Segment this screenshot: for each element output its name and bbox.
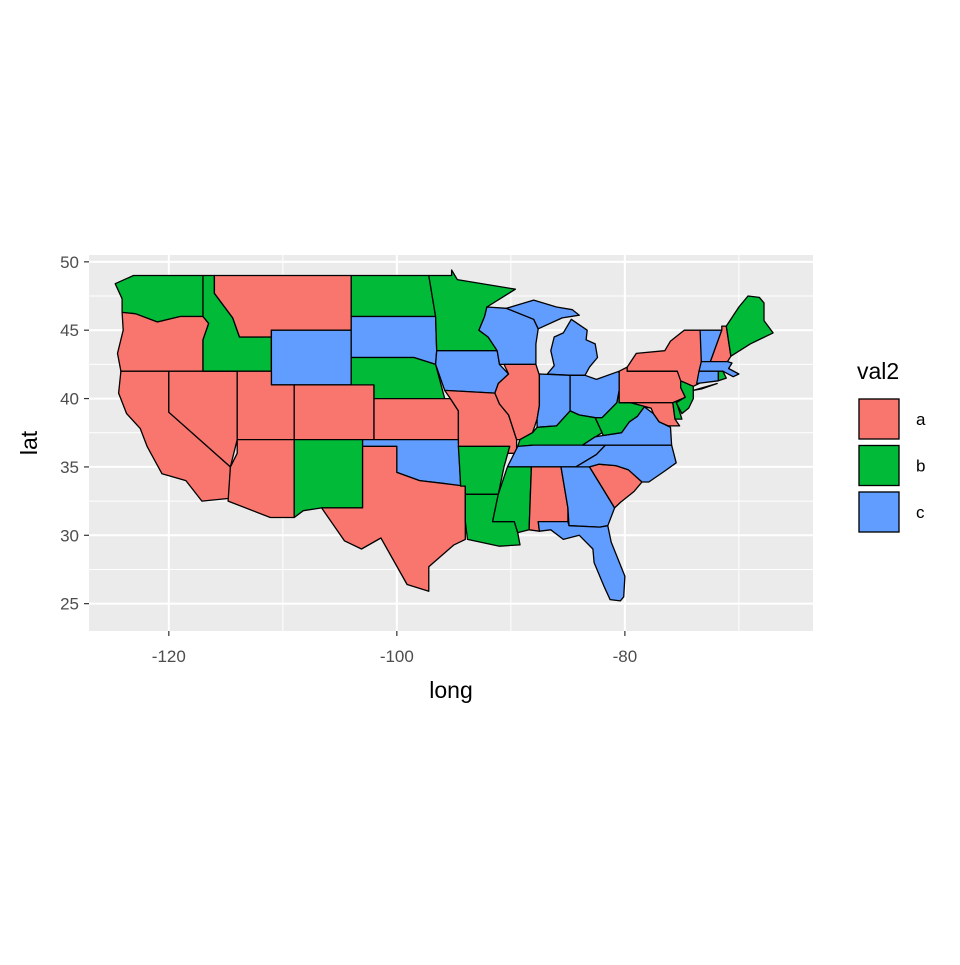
state-delaware [672,400,683,420]
legend: val2 a b c [857,358,926,533]
x-axis-title: long [429,677,472,703]
legend-key-b [858,444,900,487]
state-michigan-lower [546,318,599,376]
legend-key-a [858,398,900,440]
y-tick-label: 50 [60,253,79,272]
state-kansas [373,397,460,441]
state-rhode-island [717,370,727,382]
legend-key-c [858,491,900,533]
state-florida [537,520,626,602]
y-tick-label: 25 [60,595,79,614]
x-tick-label: -80 [613,647,638,666]
state-texas [320,445,466,592]
legend-title: val2 [857,358,899,384]
state-long-island [692,382,718,392]
states-layer [114,269,774,602]
state-massachusetts [698,360,740,378]
y-tick-label: 40 [60,390,79,409]
y-axis: 25 30 35 40 45 50 [60,253,89,614]
state-new-mexico [293,438,364,519]
state-mississippi [491,466,533,534]
x-tick-label: -100 [380,647,414,666]
state-maine [725,295,774,357]
state-north-dakota [350,274,437,318]
legend-label-a: a [916,410,926,429]
y-axis-title: lat [16,430,42,455]
x-axis: -120 -100 -80 [152,631,637,666]
state-oregon [116,311,210,372]
state-colorado [293,384,375,441]
legend-label-c: c [916,503,925,522]
state-michigan-upper [505,299,580,330]
state-wyoming [270,329,352,386]
y-tick-label: 45 [60,321,79,340]
x-tick-label: -120 [152,647,186,666]
y-tick-label: 30 [60,526,79,545]
state-connecticut [696,370,720,385]
state-pennsylvania [618,366,686,404]
legend-label-b: b [916,457,925,476]
y-tick-label: 35 [60,458,79,477]
